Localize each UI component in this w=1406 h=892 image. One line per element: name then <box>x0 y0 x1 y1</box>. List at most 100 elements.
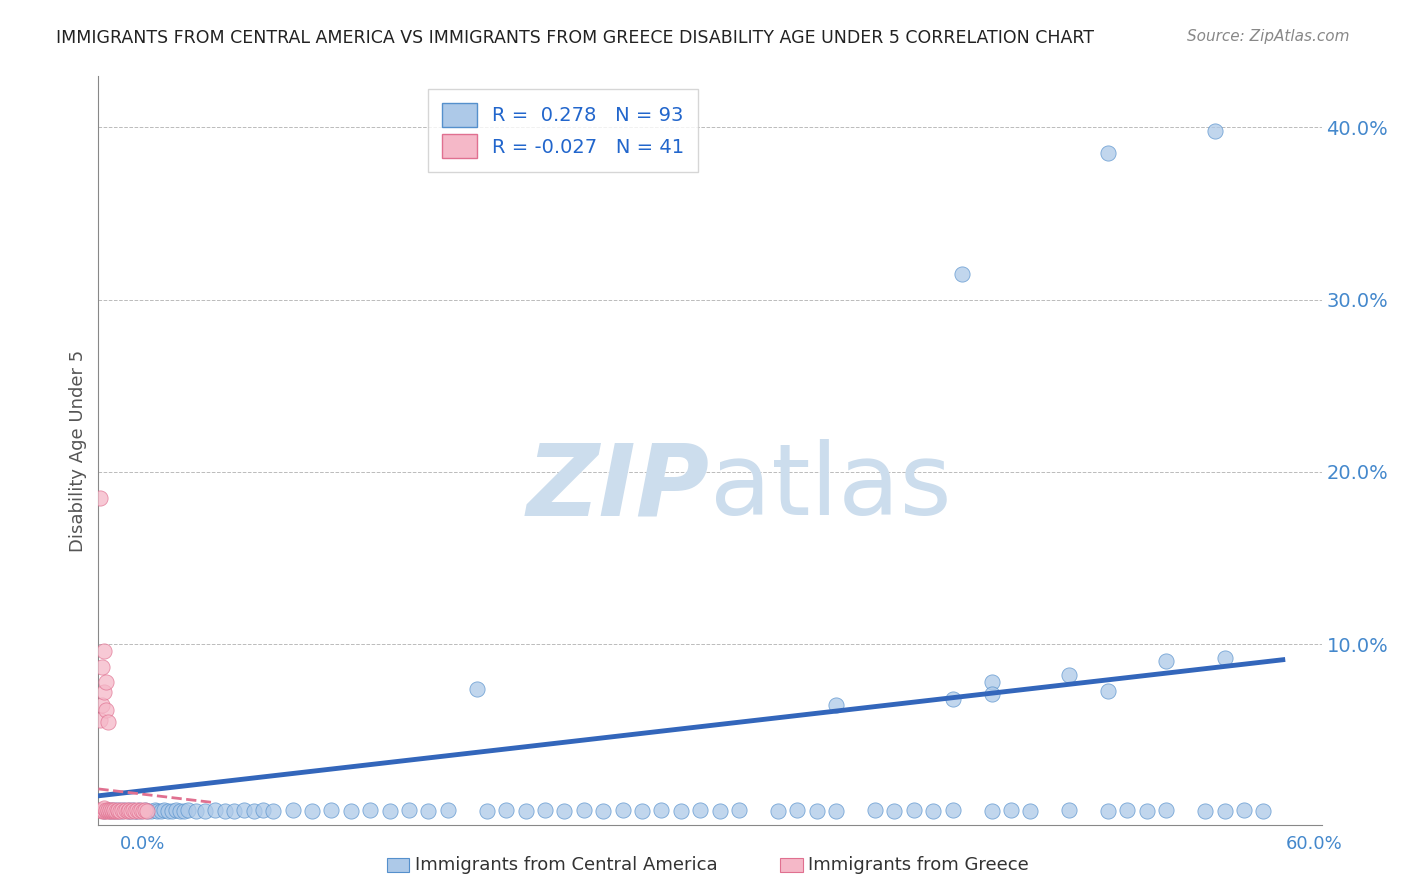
Point <box>128 805 150 819</box>
Point <box>91 698 114 712</box>
Point <box>177 803 200 817</box>
Point <box>98 805 121 819</box>
Point <box>136 805 159 819</box>
Point <box>1097 683 1119 698</box>
Point <box>120 805 142 819</box>
Point <box>515 805 537 819</box>
Point <box>101 803 124 817</box>
Point <box>132 805 155 819</box>
Text: 60.0%: 60.0% <box>1286 835 1343 853</box>
Point <box>124 805 146 819</box>
Point <box>825 805 848 819</box>
Point <box>942 803 965 817</box>
Point <box>1233 803 1256 817</box>
Point <box>184 805 207 819</box>
Point <box>1136 805 1159 819</box>
Point <box>1156 803 1178 817</box>
Point <box>922 805 945 819</box>
Point <box>1194 805 1216 819</box>
Point <box>136 805 159 819</box>
Point <box>127 805 149 819</box>
Point <box>980 687 1002 701</box>
Point <box>112 805 135 819</box>
Point <box>942 692 965 706</box>
Point <box>89 713 111 727</box>
Point <box>340 805 363 819</box>
Point <box>465 681 488 696</box>
Point <box>124 805 146 819</box>
Point <box>437 803 460 817</box>
Point <box>173 805 195 819</box>
Point <box>883 805 905 819</box>
Point <box>301 805 323 819</box>
Point <box>572 803 595 817</box>
Point <box>118 803 141 817</box>
Text: 0.0%: 0.0% <box>120 835 165 853</box>
Point <box>980 675 1002 690</box>
Point <box>104 803 127 817</box>
Point <box>1019 805 1042 819</box>
Point <box>98 803 121 817</box>
Point <box>96 803 118 817</box>
Point <box>107 805 129 819</box>
Point <box>475 805 498 819</box>
Point <box>89 491 111 505</box>
Point <box>165 803 187 817</box>
Point <box>262 805 284 819</box>
Point <box>149 805 172 819</box>
Point <box>96 805 118 819</box>
Point <box>495 803 517 817</box>
Point <box>122 803 145 817</box>
Point <box>112 803 135 817</box>
Point <box>553 805 575 819</box>
Point <box>204 803 226 817</box>
Point <box>806 805 828 819</box>
Point <box>118 803 141 817</box>
Text: ZIP: ZIP <box>527 440 710 536</box>
Point <box>689 803 711 817</box>
Point <box>1213 651 1236 665</box>
Point <box>97 714 120 729</box>
Point <box>1116 803 1139 817</box>
Point <box>650 803 672 817</box>
Y-axis label: Disability Age Under 5: Disability Age Under 5 <box>69 350 87 551</box>
Point <box>233 803 256 817</box>
Point <box>1097 146 1119 161</box>
Point <box>143 803 166 817</box>
Point <box>157 805 180 819</box>
Point <box>93 801 115 815</box>
Point <box>108 803 131 817</box>
Point <box>534 803 557 817</box>
Point <box>103 805 125 819</box>
Point <box>160 805 183 819</box>
Point <box>728 803 751 817</box>
Point <box>139 805 162 819</box>
Point <box>129 803 152 817</box>
Point <box>97 805 120 819</box>
Point <box>669 805 692 819</box>
Point <box>242 805 264 819</box>
Point <box>111 805 134 819</box>
Text: Immigrants from Greece: Immigrants from Greece <box>808 856 1029 874</box>
Point <box>214 805 236 819</box>
Point <box>97 803 120 817</box>
Legend: R =  0.278   N = 93, R = -0.027   N = 41: R = 0.278 N = 93, R = -0.027 N = 41 <box>429 89 699 172</box>
Point <box>96 703 118 717</box>
Point <box>709 805 731 819</box>
Point <box>107 803 129 817</box>
Point <box>281 803 304 817</box>
Point <box>153 803 176 817</box>
Point <box>97 803 120 817</box>
Point <box>398 803 420 817</box>
Point <box>134 803 156 817</box>
Point <box>418 805 440 819</box>
Point <box>863 803 886 817</box>
Point <box>1000 803 1022 817</box>
Point <box>252 803 274 817</box>
Point <box>108 805 131 819</box>
Point <box>592 805 614 819</box>
Point <box>117 805 139 819</box>
Point <box>91 805 114 819</box>
Point <box>378 805 401 819</box>
Point <box>103 805 125 819</box>
